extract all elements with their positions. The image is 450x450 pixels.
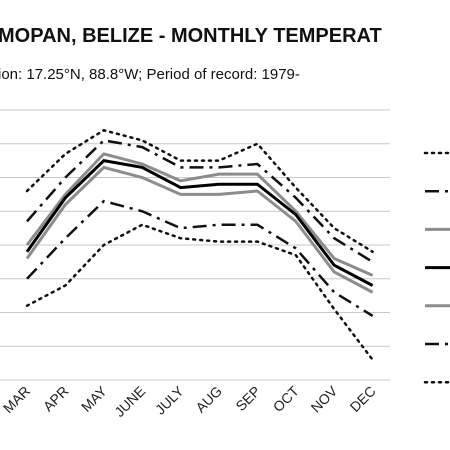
gridlines bbox=[0, 109, 390, 381]
x-tick-label: AUG bbox=[192, 383, 225, 416]
series-line-2 bbox=[26, 139, 374, 263]
x-tick-label: NOV bbox=[308, 382, 341, 415]
series-line-1 bbox=[25, 128, 374, 253]
series-line-5 bbox=[25, 165, 374, 294]
series-lines bbox=[25, 128, 374, 361]
x-tick-label: JUNE bbox=[111, 383, 148, 420]
series-line-6 bbox=[26, 199, 374, 317]
x-tick-label: MAR bbox=[0, 383, 33, 416]
series-line-4 bbox=[25, 159, 374, 287]
legend bbox=[423, 151, 450, 384]
chart-subtitle: ion: 17.25°N, 88.8°W; Period of record: … bbox=[0, 66, 300, 83]
series-line-3 bbox=[25, 152, 374, 277]
x-tick-label: MAY bbox=[78, 382, 110, 414]
chart-title: MOPAN, BELIZE - MONTHLY TEMPERAT bbox=[0, 25, 382, 47]
x-tick-label: SEP bbox=[232, 383, 263, 414]
x-tick-label: OCT bbox=[270, 382, 303, 415]
x-tick-label: APR bbox=[40, 383, 72, 415]
x-tick-label: DEC bbox=[347, 383, 379, 415]
x-tick-label: JULY bbox=[152, 382, 187, 417]
x-axis-tick-labels: MAR APR MAY JUNE JULY AUG SEP OCT NOV DEC bbox=[0, 382, 379, 420]
series-line-7 bbox=[25, 223, 374, 361]
